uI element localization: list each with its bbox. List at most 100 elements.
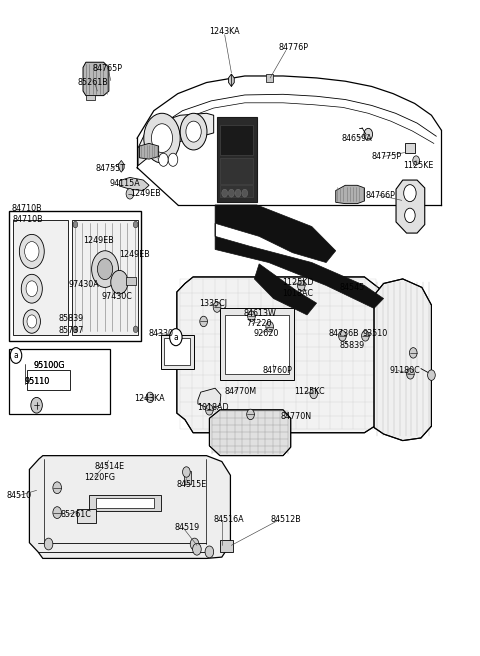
Bar	[13, 220, 68, 335]
Text: 84613W: 84613W	[244, 309, 276, 318]
Polygon shape	[119, 161, 124, 173]
Circle shape	[168, 154, 178, 167]
Text: 77220: 77220	[247, 319, 272, 328]
Circle shape	[146, 392, 154, 403]
Text: 84516A: 84516A	[213, 516, 244, 524]
Circle shape	[27, 315, 36, 328]
Text: 1249EB: 1249EB	[130, 189, 161, 197]
Circle shape	[53, 506, 61, 518]
Circle shape	[19, 234, 44, 268]
Circle shape	[228, 189, 234, 197]
Circle shape	[200, 316, 207, 327]
Text: 97430C: 97430C	[101, 292, 132, 301]
Text: a: a	[13, 351, 18, 360]
Text: 91180C: 91180C	[389, 366, 420, 375]
Text: 84775P: 84775P	[372, 152, 402, 161]
Circle shape	[73, 221, 78, 228]
Bar	[126, 277, 136, 285]
Polygon shape	[215, 223, 384, 308]
Circle shape	[133, 326, 138, 333]
Circle shape	[111, 270, 128, 294]
Text: 84710B: 84710B	[12, 215, 43, 224]
Bar	[220, 540, 233, 552]
Text: 94115A: 94115A	[110, 180, 141, 188]
Text: 1220FG: 1220FG	[84, 473, 115, 482]
Circle shape	[144, 113, 180, 163]
Circle shape	[44, 538, 53, 550]
Circle shape	[186, 121, 201, 142]
Polygon shape	[140, 144, 158, 159]
Bar	[405, 144, 415, 153]
Text: 84765P: 84765P	[93, 64, 122, 73]
Text: 84770N: 84770N	[280, 412, 312, 421]
Circle shape	[404, 184, 416, 201]
Text: 84510: 84510	[6, 491, 32, 500]
Circle shape	[336, 281, 344, 291]
Text: 85839: 85839	[58, 314, 84, 323]
Text: 93510: 93510	[362, 329, 388, 338]
Text: 84736B: 84736B	[328, 329, 359, 338]
Circle shape	[158, 154, 168, 167]
Circle shape	[407, 369, 414, 379]
Circle shape	[26, 281, 37, 297]
Text: 84766P: 84766P	[365, 191, 395, 199]
Text: 1335CJ: 1335CJ	[199, 299, 228, 308]
Text: 1249EB: 1249EB	[120, 249, 150, 258]
Circle shape	[298, 280, 305, 291]
Polygon shape	[177, 277, 380, 433]
Bar	[77, 508, 96, 523]
Bar	[220, 308, 294, 380]
Text: 1243KA: 1243KA	[134, 394, 164, 403]
Circle shape	[338, 331, 346, 341]
Circle shape	[213, 302, 221, 312]
Text: a: a	[173, 333, 178, 342]
Circle shape	[364, 129, 372, 140]
Polygon shape	[228, 74, 234, 87]
Polygon shape	[374, 279, 432, 441]
Circle shape	[23, 310, 40, 333]
Text: 92620: 92620	[253, 329, 279, 338]
Circle shape	[24, 241, 39, 261]
Text: 95100G: 95100G	[33, 361, 65, 370]
Bar	[9, 349, 110, 415]
Text: 1125KC: 1125KC	[295, 387, 325, 396]
Circle shape	[248, 311, 255, 321]
Polygon shape	[254, 264, 317, 315]
Circle shape	[235, 189, 241, 197]
Bar	[183, 471, 191, 483]
Circle shape	[428, 370, 435, 380]
Circle shape	[205, 405, 213, 415]
Text: 84515E: 84515E	[177, 480, 207, 489]
Circle shape	[269, 279, 276, 290]
Polygon shape	[138, 113, 214, 166]
Circle shape	[222, 189, 228, 197]
Text: 84770M: 84770M	[224, 387, 256, 396]
Bar	[225, 315, 289, 374]
Bar	[161, 335, 193, 369]
Text: 85737: 85737	[58, 326, 84, 335]
Text: 1243KA: 1243KA	[209, 27, 240, 36]
Text: 95110: 95110	[24, 377, 50, 386]
Bar	[96, 498, 154, 508]
Polygon shape	[217, 117, 257, 202]
Circle shape	[73, 326, 78, 333]
Bar	[164, 338, 190, 365]
Circle shape	[92, 251, 119, 287]
Text: 85261C: 85261C	[60, 510, 91, 519]
Text: 84659A: 84659A	[341, 134, 372, 142]
Circle shape	[31, 398, 42, 413]
Circle shape	[21, 274, 42, 303]
Polygon shape	[29, 456, 230, 558]
Polygon shape	[120, 177, 149, 190]
Text: 84545: 84545	[339, 283, 365, 292]
Circle shape	[53, 482, 61, 493]
Bar	[27, 370, 70, 390]
Text: 84710B: 84710B	[11, 204, 42, 213]
Text: 85261B: 85261B	[77, 78, 108, 87]
Circle shape	[152, 124, 172, 153]
Bar	[220, 125, 253, 155]
Bar	[220, 185, 253, 197]
Polygon shape	[396, 180, 425, 233]
Text: 1018AD: 1018AD	[197, 403, 228, 413]
Bar	[266, 74, 273, 82]
